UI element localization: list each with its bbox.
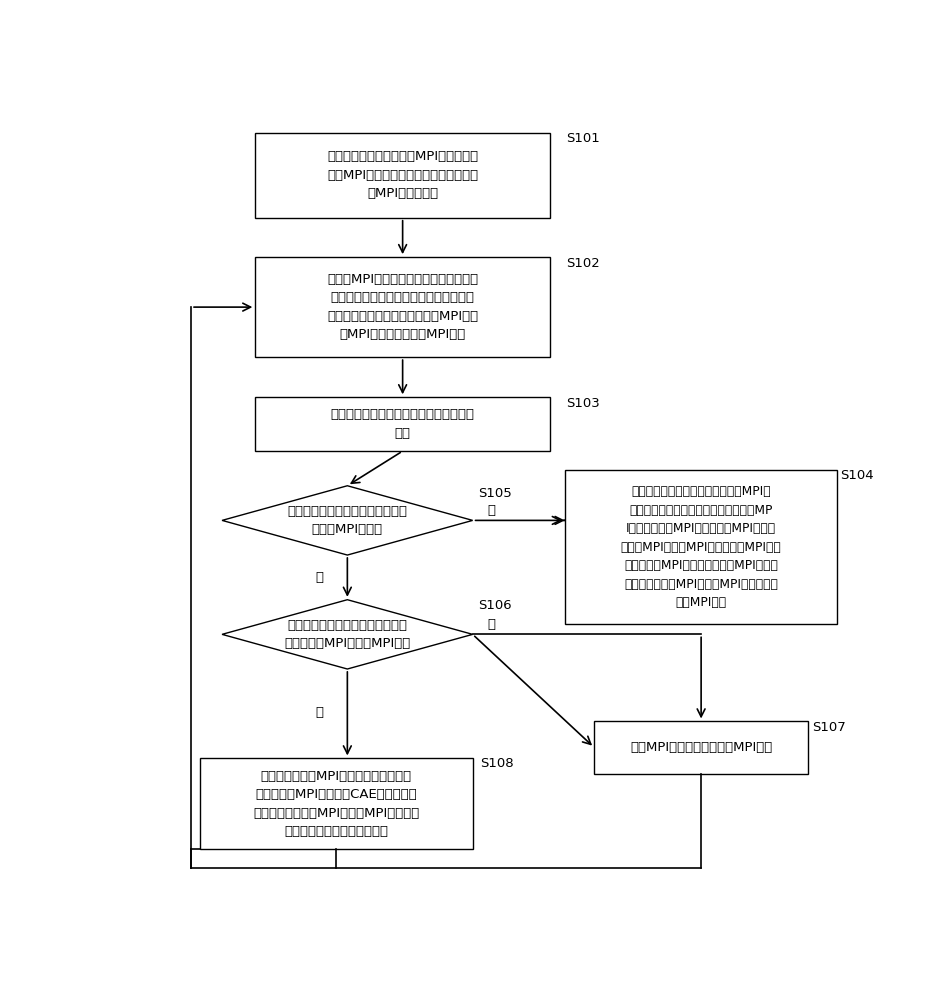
- FancyBboxPatch shape: [200, 758, 473, 849]
- Text: 根据MPI平台集，更换测试MPI平台: 根据MPI平台集，更换测试MPI平台: [630, 741, 772, 754]
- Text: 判断数据库中是否存储有软件类型
对应的MPI参数集: 判断数据库中是否存储有软件类型 对应的MPI参数集: [287, 505, 407, 536]
- Text: S103: S103: [566, 397, 600, 410]
- Text: 是: 是: [487, 618, 495, 631]
- Text: S101: S101: [566, 132, 600, 145]
- Text: 根据运行特征，确定并行计算软件的软件
类型: 根据运行特征，确定并行计算软件的软件 类型: [331, 408, 475, 440]
- FancyBboxPatch shape: [565, 470, 838, 624]
- Text: 获取并行计算软件对应的MPI平台集；其
中，MPI平台集为支持并行计算软件的全
部MPI平台的集合: 获取并行计算软件对应的MPI平台集；其 中，MPI平台集为支持并行计算软件的全 …: [327, 150, 478, 200]
- Text: S105: S105: [478, 487, 513, 500]
- Text: 否: 否: [316, 571, 323, 584]
- Text: 在测试MPI平台中按预设运行模式运行并
行计算软件进行并行计算，并检测并行计
算软件的运行特征；其中，测试MPI平台
为MPI平台集中的任一MPI平台: 在测试MPI平台中按预设运行模式运行并 行计算软件进行并行计算，并检测并行计 算…: [327, 273, 478, 341]
- Text: 是: 是: [487, 504, 495, 517]
- FancyBboxPatch shape: [594, 721, 808, 774]
- Text: S104: S104: [840, 469, 873, 482]
- Polygon shape: [222, 600, 473, 669]
- Text: S106: S106: [478, 599, 513, 612]
- FancyBboxPatch shape: [255, 257, 550, 357]
- Text: 从数据库中存储的软件类型对应的MPI参
数集中，确定并行计算软件对应的目标MP
I参数；其中，MPI参数集包括MPI平台集
中每个MPI平台的MPI参数，目标M: 从数据库中存储的软件类型对应的MPI参 数集中，确定并行计算软件对应的目标MP …: [621, 485, 782, 609]
- FancyBboxPatch shape: [255, 133, 550, 218]
- FancyBboxPatch shape: [255, 397, 550, 451]
- Text: 判断数据库中是否存储有软件类型
对应的测试MPI平台的MPI参数: 判断数据库中是否存储有软件类型 对应的测试MPI平台的MPI参数: [284, 619, 411, 650]
- Text: S102: S102: [566, 257, 600, 270]
- Text: S107: S107: [811, 721, 845, 734]
- Polygon shape: [222, 486, 473, 555]
- Text: 否: 否: [316, 706, 323, 719]
- Text: S108: S108: [480, 757, 514, 770]
- Text: 根据获取的测试MPI平台对应的正交设计
表，在测试MPI平台中对CAE软件进行并
行测试，得到测试MPI平台的MPI参数和对
应的测试结果并存储到数据库: 根据获取的测试MPI平台对应的正交设计 表，在测试MPI平台中对CAE软件进行并…: [253, 770, 419, 838]
